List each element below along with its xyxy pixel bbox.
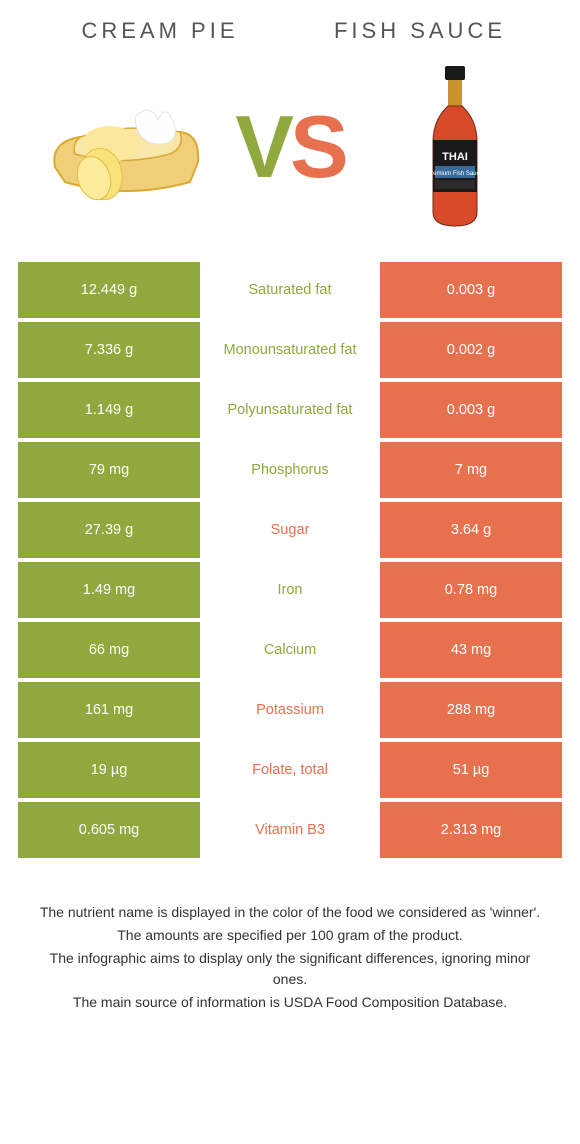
nutrient-label: Potassium bbox=[200, 682, 380, 738]
table-row: 79 mgPhosphorus7 mg bbox=[18, 442, 562, 498]
left-value: 161 mg bbox=[18, 682, 200, 738]
left-food-title: Cream pie bbox=[30, 18, 290, 44]
table-row: 12.449 gSaturated fat0.003 g bbox=[18, 262, 562, 318]
right-value: 43 mg bbox=[380, 622, 562, 678]
left-value: 66 mg bbox=[18, 622, 200, 678]
table-row: 1.149 gPolyunsaturated fat0.003 g bbox=[18, 382, 562, 438]
vs-v: V bbox=[235, 96, 290, 198]
image-row: V S THAI Premium Fish Sauce bbox=[0, 52, 580, 262]
left-value: 0.605 mg bbox=[18, 802, 200, 858]
left-value: 19 µg bbox=[18, 742, 200, 798]
fish-sauce-icon: THAI Premium Fish Sauce bbox=[370, 62, 540, 232]
left-value: 12.449 g bbox=[18, 262, 200, 318]
nutrient-label: Phosphorus bbox=[200, 442, 380, 498]
right-value: 0.003 g bbox=[380, 262, 562, 318]
table-row: 19 µgFolate, total51 µg bbox=[18, 742, 562, 798]
table-row: 7.336 gMonounsaturated fat0.002 g bbox=[18, 322, 562, 378]
right-value: 0.78 mg bbox=[380, 562, 562, 618]
vs-label: V S bbox=[235, 96, 344, 198]
nutrient-label: Monounsaturated fat bbox=[200, 322, 380, 378]
footer-line: The nutrient name is displayed in the co… bbox=[36, 902, 544, 923]
left-value: 1.149 g bbox=[18, 382, 200, 438]
table-row: 27.39 gSugar3.64 g bbox=[18, 502, 562, 558]
right-value: 51 µg bbox=[380, 742, 562, 798]
footer-line: The main source of information is USDA F… bbox=[36, 992, 544, 1013]
left-value: 7.336 g bbox=[18, 322, 200, 378]
right-value: 2.313 mg bbox=[380, 802, 562, 858]
vs-s: S bbox=[290, 96, 345, 198]
footer-notes: The nutrient name is displayed in the co… bbox=[0, 862, 580, 1013]
nutrient-label: Saturated fat bbox=[200, 262, 380, 318]
nutrient-label: Folate, total bbox=[200, 742, 380, 798]
right-value: 0.003 g bbox=[380, 382, 562, 438]
footer-line: The infographic aims to display only the… bbox=[36, 948, 544, 990]
right-food-title: Fish sauce bbox=[290, 18, 550, 44]
cream-pie-icon bbox=[40, 62, 210, 232]
svg-text:THAI: THAI bbox=[442, 151, 468, 163]
header: Cream pie Fish sauce bbox=[0, 0, 580, 52]
nutrient-label: Iron bbox=[200, 562, 380, 618]
left-value: 1.49 mg bbox=[18, 562, 200, 618]
table-row: 1.49 mgIron0.78 mg bbox=[18, 562, 562, 618]
nutrient-label: Calcium bbox=[200, 622, 380, 678]
nutrient-label: Polyunsaturated fat bbox=[200, 382, 380, 438]
table-row: 0.605 mgVitamin B32.313 mg bbox=[18, 802, 562, 858]
table-row: 66 mgCalcium43 mg bbox=[18, 622, 562, 678]
left-value: 27.39 g bbox=[18, 502, 200, 558]
table-row: 161 mgPotassium288 mg bbox=[18, 682, 562, 738]
nutrient-label: Vitamin B3 bbox=[200, 802, 380, 858]
right-value: 288 mg bbox=[380, 682, 562, 738]
footer-line: The amounts are specified per 100 gram o… bbox=[36, 925, 544, 946]
comparison-table: 12.449 gSaturated fat0.003 g7.336 gMonou… bbox=[0, 262, 580, 858]
left-value: 79 mg bbox=[18, 442, 200, 498]
right-value: 0.002 g bbox=[380, 322, 562, 378]
right-value: 3.64 g bbox=[380, 502, 562, 558]
right-value: 7 mg bbox=[380, 442, 562, 498]
nutrient-label: Sugar bbox=[200, 502, 380, 558]
svg-text:Premium Fish Sauce: Premium Fish Sauce bbox=[427, 171, 483, 177]
